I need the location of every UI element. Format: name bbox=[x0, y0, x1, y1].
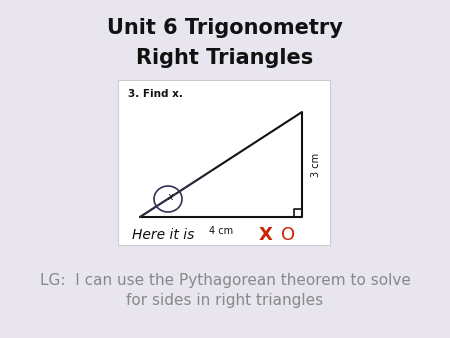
Text: LG:  I can use the Pythagorean theorem to solve: LG: I can use the Pythagorean theorem to… bbox=[40, 272, 410, 288]
Text: 3 cm: 3 cm bbox=[311, 152, 321, 176]
Text: Here it is: Here it is bbox=[132, 228, 194, 242]
Text: 4 cm: 4 cm bbox=[209, 226, 233, 236]
Bar bbox=[118, 80, 330, 245]
Text: X: X bbox=[259, 226, 273, 244]
Text: Right Triangles: Right Triangles bbox=[136, 48, 314, 68]
Text: x: x bbox=[167, 192, 173, 202]
Text: 3. Find x.: 3. Find x. bbox=[128, 89, 183, 99]
Text: O: O bbox=[281, 226, 295, 244]
Text: Unit 6 Trigonometry: Unit 6 Trigonometry bbox=[107, 18, 343, 38]
Text: for sides in right triangles: for sides in right triangles bbox=[126, 292, 324, 308]
